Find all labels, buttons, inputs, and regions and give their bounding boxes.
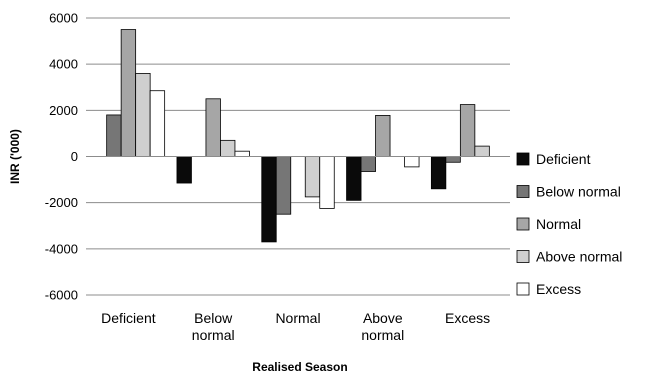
x-category-label: Excess [445,310,490,326]
x-category-label: Deficient [101,310,156,326]
y-tick-label: -4000 [45,241,78,256]
bars [106,29,490,243]
bar [275,156,292,215]
legend-label: Below normal [536,184,621,200]
y-tick-label: 4000 [49,57,78,72]
bar [176,156,192,184]
bar [445,156,461,163]
bar [261,156,277,243]
y-axis-title: INR ('000) [8,129,22,184]
x-category-label: Below normal [192,310,235,343]
legend: Deficient Below normal Normal Above normal E… [516,151,622,297]
bar [319,156,335,209]
bar [404,156,420,168]
x-category-label: Normal [275,310,320,326]
y-tick-label: -2000 [45,195,78,210]
bar [346,156,362,201]
legend-label: Above normal [536,249,622,265]
bar [304,156,321,198]
bar [360,156,376,172]
y-tick-label: -6000 [45,288,78,303]
legend-swatch [516,217,530,231]
bar [205,98,221,157]
legend-swatch [516,250,530,263]
bar [234,150,250,157]
bar [459,104,476,157]
bar [220,139,236,157]
y-tick-label: 6000 [49,11,78,26]
legend-label: Excess [536,281,581,297]
legend-label: Normal [536,216,581,232]
bar [106,114,122,157]
y-axis-ticks: -6000 -4000 -2000 0 2000 4000 6000 [45,11,78,303]
bar [120,29,137,157]
bar [135,73,151,157]
x-axis-categories: Deficient Below normal Normal Above normal Exc… [101,310,490,343]
legend-label: Deficient [536,151,591,167]
legend-swatch [516,185,530,198]
bar [375,115,391,157]
y-tick-label: 2000 [49,103,78,118]
legend-swatch [516,152,530,166]
y-tick-label: 0 [71,149,78,164]
bar [149,90,166,157]
legend-swatch [516,282,530,296]
x-category-label: Above normal [361,310,404,343]
x-axis-title: Realised Season [252,360,347,374]
bar [430,156,447,190]
bar [474,145,490,157]
